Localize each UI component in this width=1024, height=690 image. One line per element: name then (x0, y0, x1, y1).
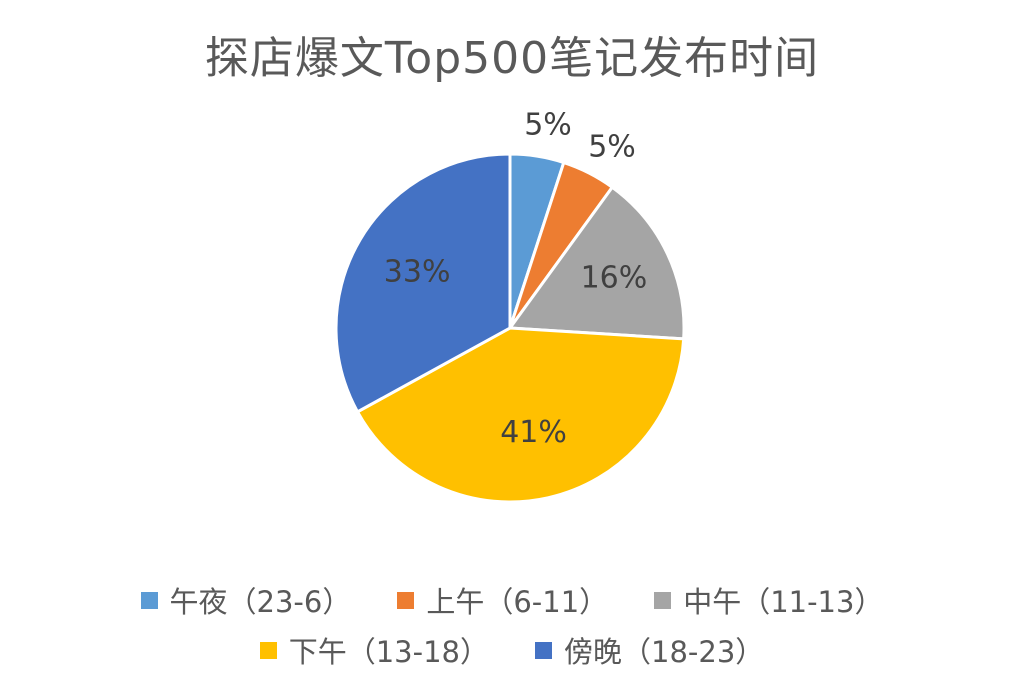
data-label: 33% (384, 255, 451, 290)
data-labels: 5% 5% 16% 41% 33% (384, 108, 647, 450)
legend-item: 上午（6-11） (397, 579, 608, 621)
chart-title: 探店爆文Top500笔记发布时间 (204, 33, 820, 84)
data-label: 41% (500, 415, 567, 450)
pie-slice (334, 152, 512, 414)
legend-swatch (535, 641, 552, 659)
legend-label: 下午（13-18） (288, 635, 489, 669)
legend-item: 中午（11-13） (654, 579, 883, 621)
legend-row-2: 下午（13-18） 傍晚（18-23） (0, 625, 1024, 675)
data-label: 5% (588, 130, 636, 165)
legend-swatch (654, 591, 672, 609)
legend-label: 午夜（23-6） (169, 585, 352, 619)
pie-slices (334, 152, 686, 504)
legend-swatch (397, 591, 415, 609)
legend-swatch (140, 591, 158, 609)
legend-label: 中午（11-13） (683, 585, 884, 619)
legend: 午夜（23-6） 上午（6-11） 中午（11-13） 下午（13-18） 傍晚… (0, 575, 1024, 675)
pie-slice (507, 185, 686, 341)
data-label: 16% (581, 261, 648, 296)
legend-label: 上午（6-11） (426, 585, 609, 619)
legend-label: 傍晚（18-23） (564, 635, 765, 669)
legend-item: 下午（13-18） (259, 629, 489, 671)
legend-item: 午夜（23-6） (140, 579, 352, 621)
legend-item: 傍晚（18-23） (535, 629, 764, 671)
pie-slice (355, 326, 686, 504)
data-label: 5% (524, 108, 572, 143)
legend-swatch (259, 641, 277, 659)
legend-row-1: 午夜（23-6） 上午（6-11） 中午（11-13） (0, 575, 1024, 625)
